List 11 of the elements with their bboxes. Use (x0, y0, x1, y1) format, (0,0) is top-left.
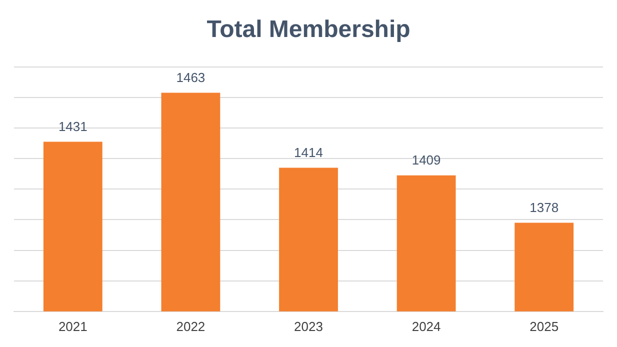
chart-title: Total Membership (206, 16, 410, 44)
x-tick-label: 2021 (58, 318, 88, 334)
data-label: 1414 (294, 144, 323, 160)
x-tick-label: 2023 (294, 318, 323, 334)
x-tick-label: 2022 (176, 318, 206, 334)
data-label: 1463 (176, 70, 206, 85)
data-label: 1409 (412, 152, 441, 168)
x-tick-label: 2025 (530, 318, 559, 334)
data-label: 1431 (58, 118, 88, 134)
data-label: 1378 (530, 200, 559, 215)
x-tick-label: 2024 (412, 318, 441, 334)
